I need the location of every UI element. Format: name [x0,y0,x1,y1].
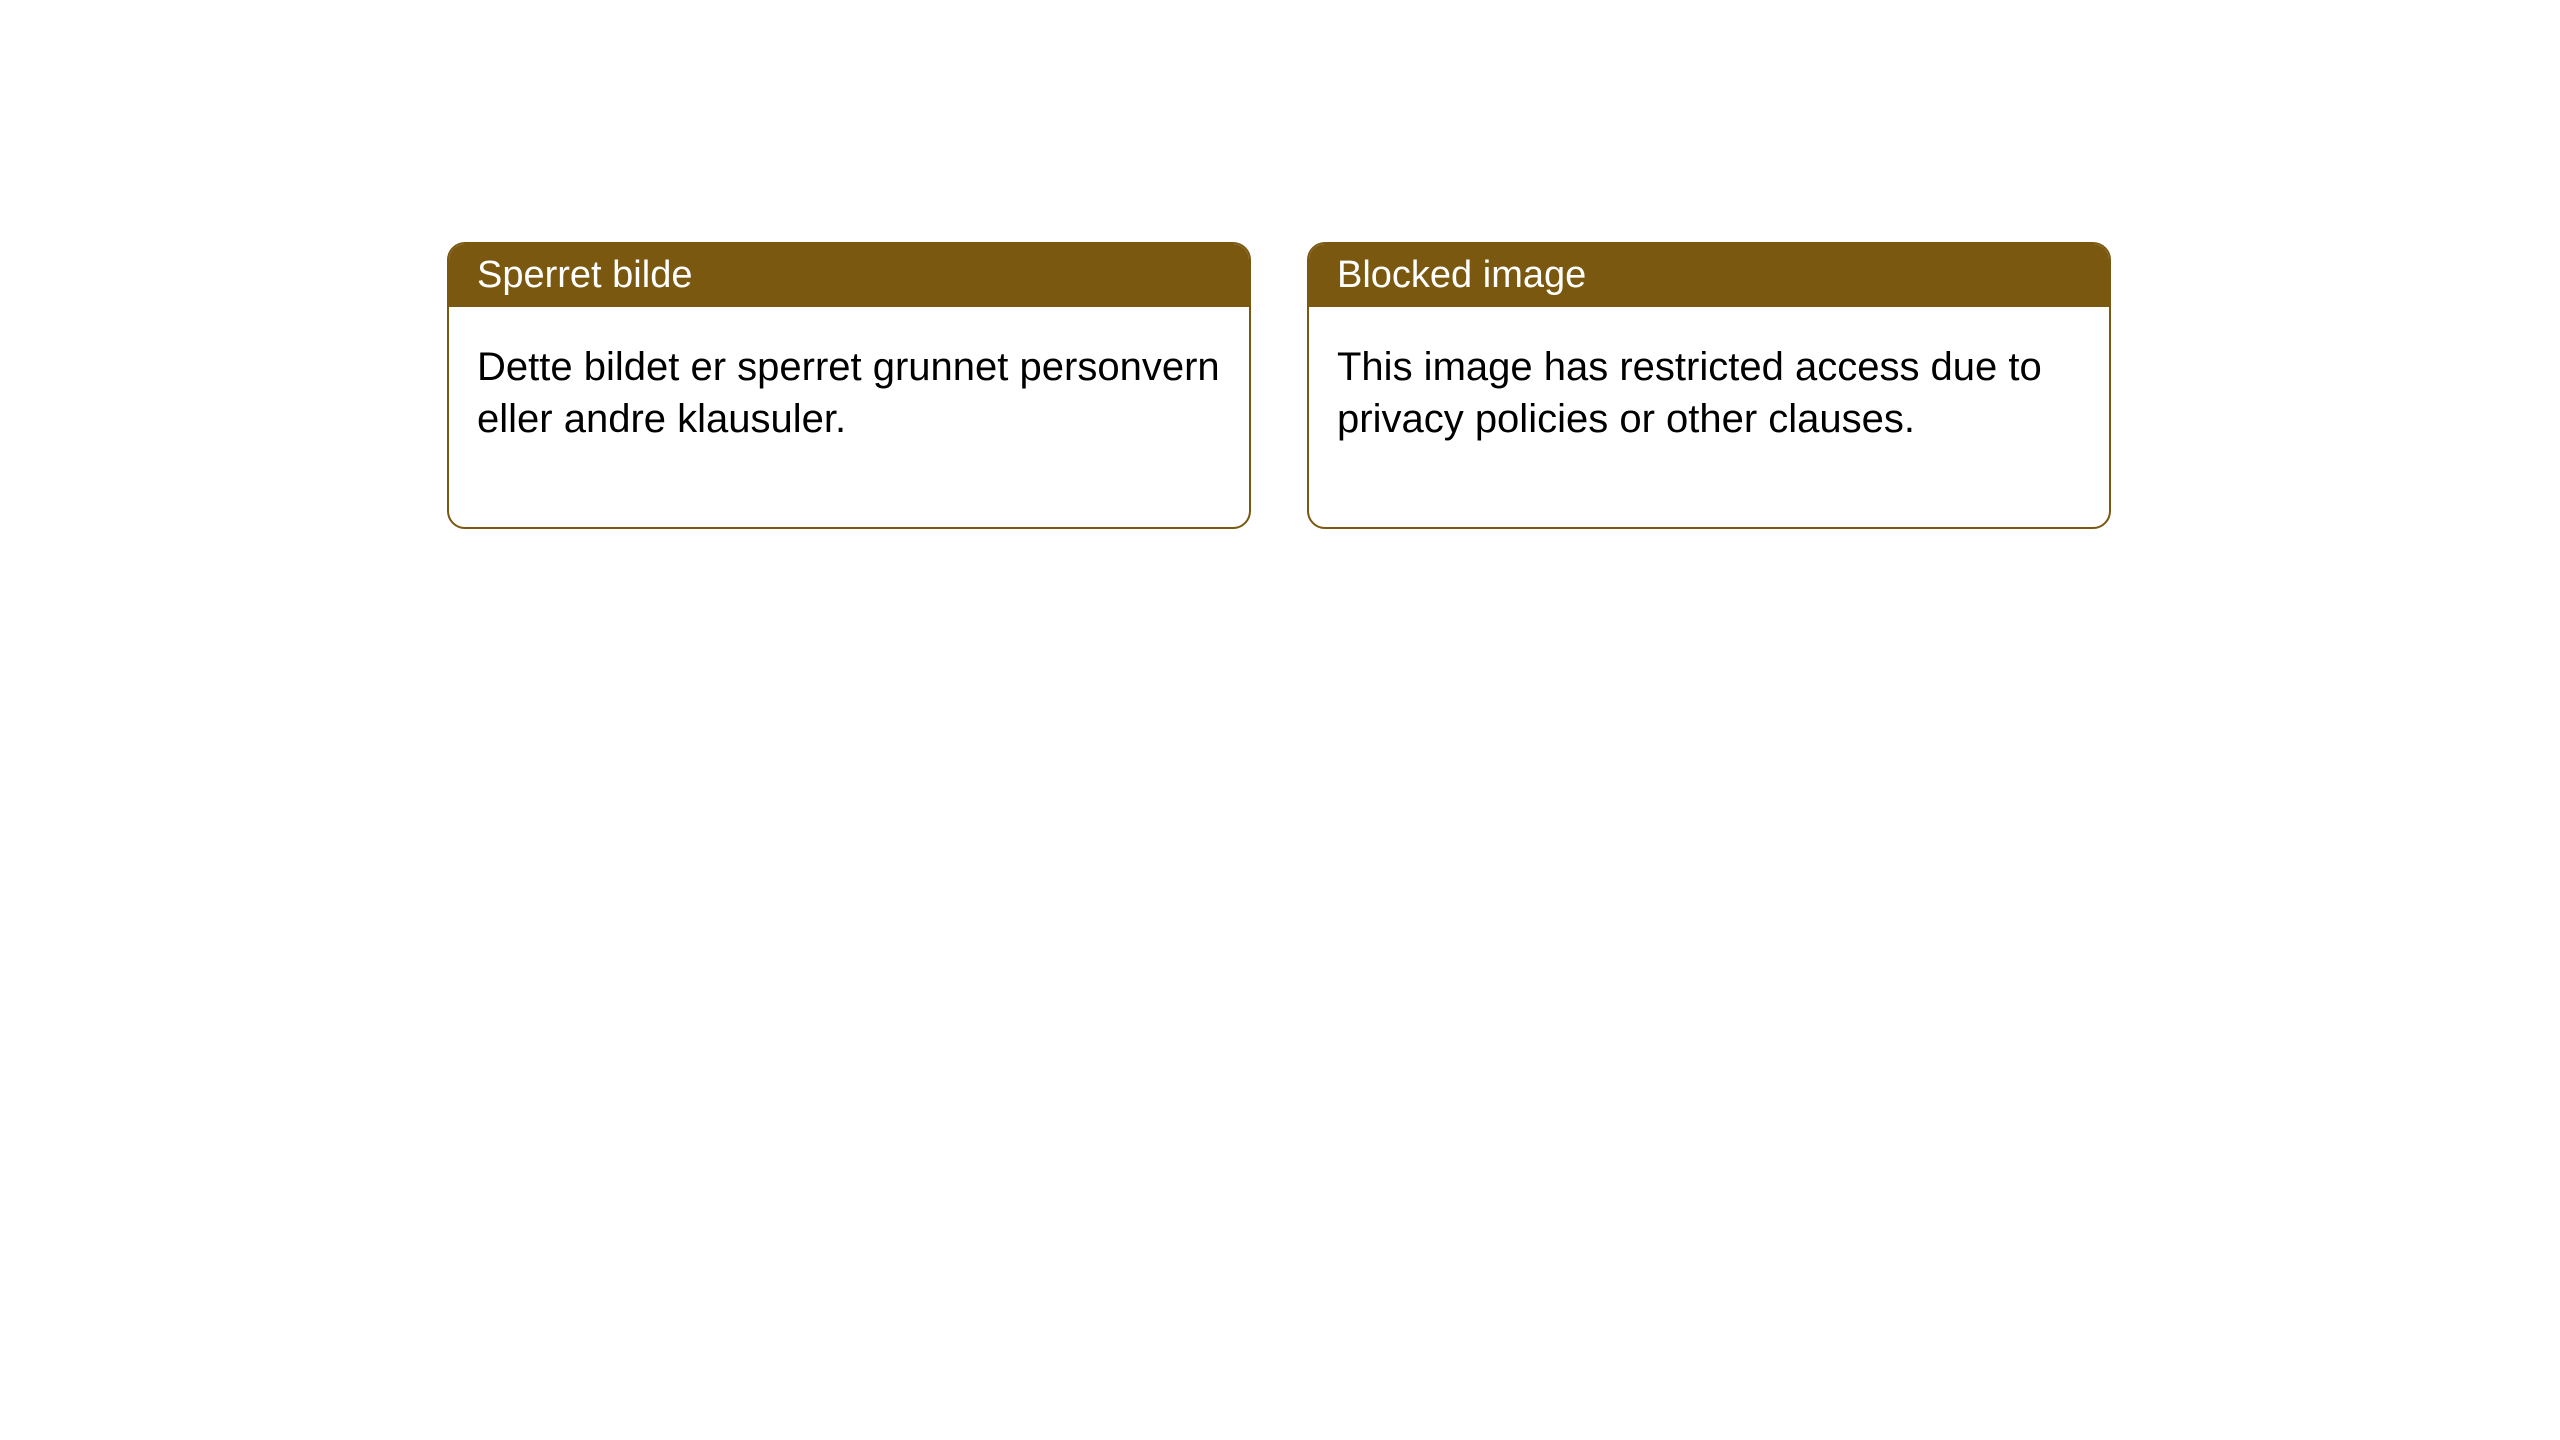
notice-card-english: Blocked image This image has restricted … [1307,242,2111,529]
notice-container: Sperret bilde Dette bildet er sperret gr… [0,0,2560,529]
notice-body: Dette bildet er sperret grunnet personve… [449,307,1249,527]
notice-text: Dette bildet er sperret grunnet personve… [477,345,1220,441]
notice-title: Blocked image [1337,254,1586,296]
notice-header: Blocked image [1309,244,2109,307]
notice-header: Sperret bilde [449,244,1249,307]
notice-body: This image has restricted access due to … [1309,307,2109,527]
notice-title: Sperret bilde [477,254,692,296]
notice-card-norwegian: Sperret bilde Dette bildet er sperret gr… [447,242,1251,529]
notice-text: This image has restricted access due to … [1337,345,2042,441]
